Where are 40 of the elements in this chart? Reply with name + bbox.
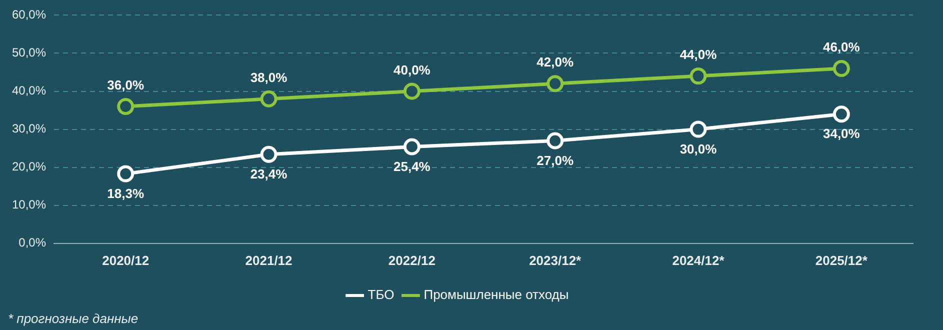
y-tick-label: 50,0% bbox=[12, 46, 46, 60]
data-label: 30,0% bbox=[680, 141, 718, 156]
point bbox=[403, 82, 420, 100]
point bbox=[403, 138, 420, 156]
point bbox=[260, 90, 278, 108]
data-label: 44,0% bbox=[680, 47, 718, 62]
data-label: 40,0% bbox=[393, 62, 431, 78]
point bbox=[690, 68, 707, 85]
data-label: 27,0% bbox=[536, 152, 574, 168]
text: * прогнозные данные bbox=[8, 311, 138, 326]
point bbox=[117, 98, 134, 115]
x-tick-label: 2024/12* bbox=[672, 252, 726, 268]
x-tick-label: 2025/12* bbox=[815, 252, 868, 268]
x-tick-label: 2020/12 bbox=[102, 252, 150, 268]
y-tick-label: 30,0% bbox=[12, 122, 46, 136]
data-label: 18,3% bbox=[107, 186, 144, 201]
legend-label: ТБО bbox=[368, 287, 394, 302]
legend-label: Промышленные отходы bbox=[424, 287, 569, 302]
data-label: 34,0% bbox=[822, 126, 860, 142]
point bbox=[546, 75, 564, 92]
x-tick-label: 2022/12 bbox=[388, 252, 436, 268]
data-label: 38,0% bbox=[250, 70, 288, 85]
y-tick-label: 60,0% bbox=[12, 8, 46, 22]
x-tick-label: 2023/12* bbox=[529, 252, 582, 268]
data-label: 23,4% bbox=[250, 166, 288, 182]
point bbox=[546, 132, 564, 150]
data-label: 36,0% bbox=[107, 78, 144, 93]
point bbox=[832, 106, 850, 123]
y-tick-label: 10,0% bbox=[12, 198, 46, 212]
y-tick-label: 20,0% bbox=[12, 160, 46, 174]
x-tick-label: 2021/12 bbox=[245, 252, 292, 268]
y-tick-label: 40,0% bbox=[12, 84, 46, 98]
point bbox=[690, 120, 707, 138]
data-label: 42,0% bbox=[536, 54, 574, 70]
y-tick-label: 0,0% bbox=[18, 236, 46, 250]
point bbox=[117, 165, 134, 182]
data-label: 25,4% bbox=[393, 158, 431, 174]
point bbox=[260, 146, 278, 163]
data-label: 46,0% bbox=[822, 40, 860, 55]
point bbox=[832, 60, 850, 77]
